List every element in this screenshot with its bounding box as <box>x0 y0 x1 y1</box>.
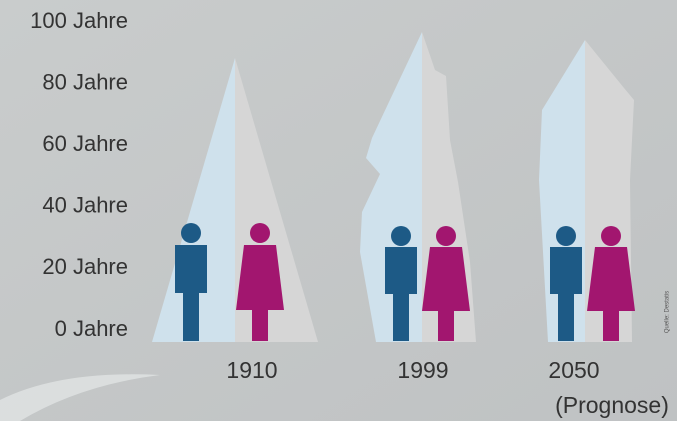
figure-woman <box>587 226 635 341</box>
figure-man <box>385 226 417 341</box>
decoration <box>0 374 160 421</box>
x-tick-label: 2050 <box>548 357 599 383</box>
y-tick-label: 100 Jahre <box>30 8 128 33</box>
x-tick-label: 1999 <box>397 357 448 383</box>
y-tick-label: 0 Jahre <box>55 316 128 341</box>
y-tick-label: 40 Jahre <box>42 193 128 218</box>
annotation: (Prognose) <box>555 392 669 418</box>
figure-woman <box>422 226 470 341</box>
y-tick-label: 20 Jahre <box>42 254 128 279</box>
figure-man <box>550 226 582 341</box>
figure-man <box>175 223 207 341</box>
source-note: Quelle: Destatis <box>665 291 671 333</box>
figure-woman <box>236 223 284 341</box>
x-tick-label: 1910 <box>226 357 277 383</box>
y-tick-label: 60 Jahre <box>42 131 128 156</box>
y-tick-label: 80 Jahre <box>42 69 128 94</box>
